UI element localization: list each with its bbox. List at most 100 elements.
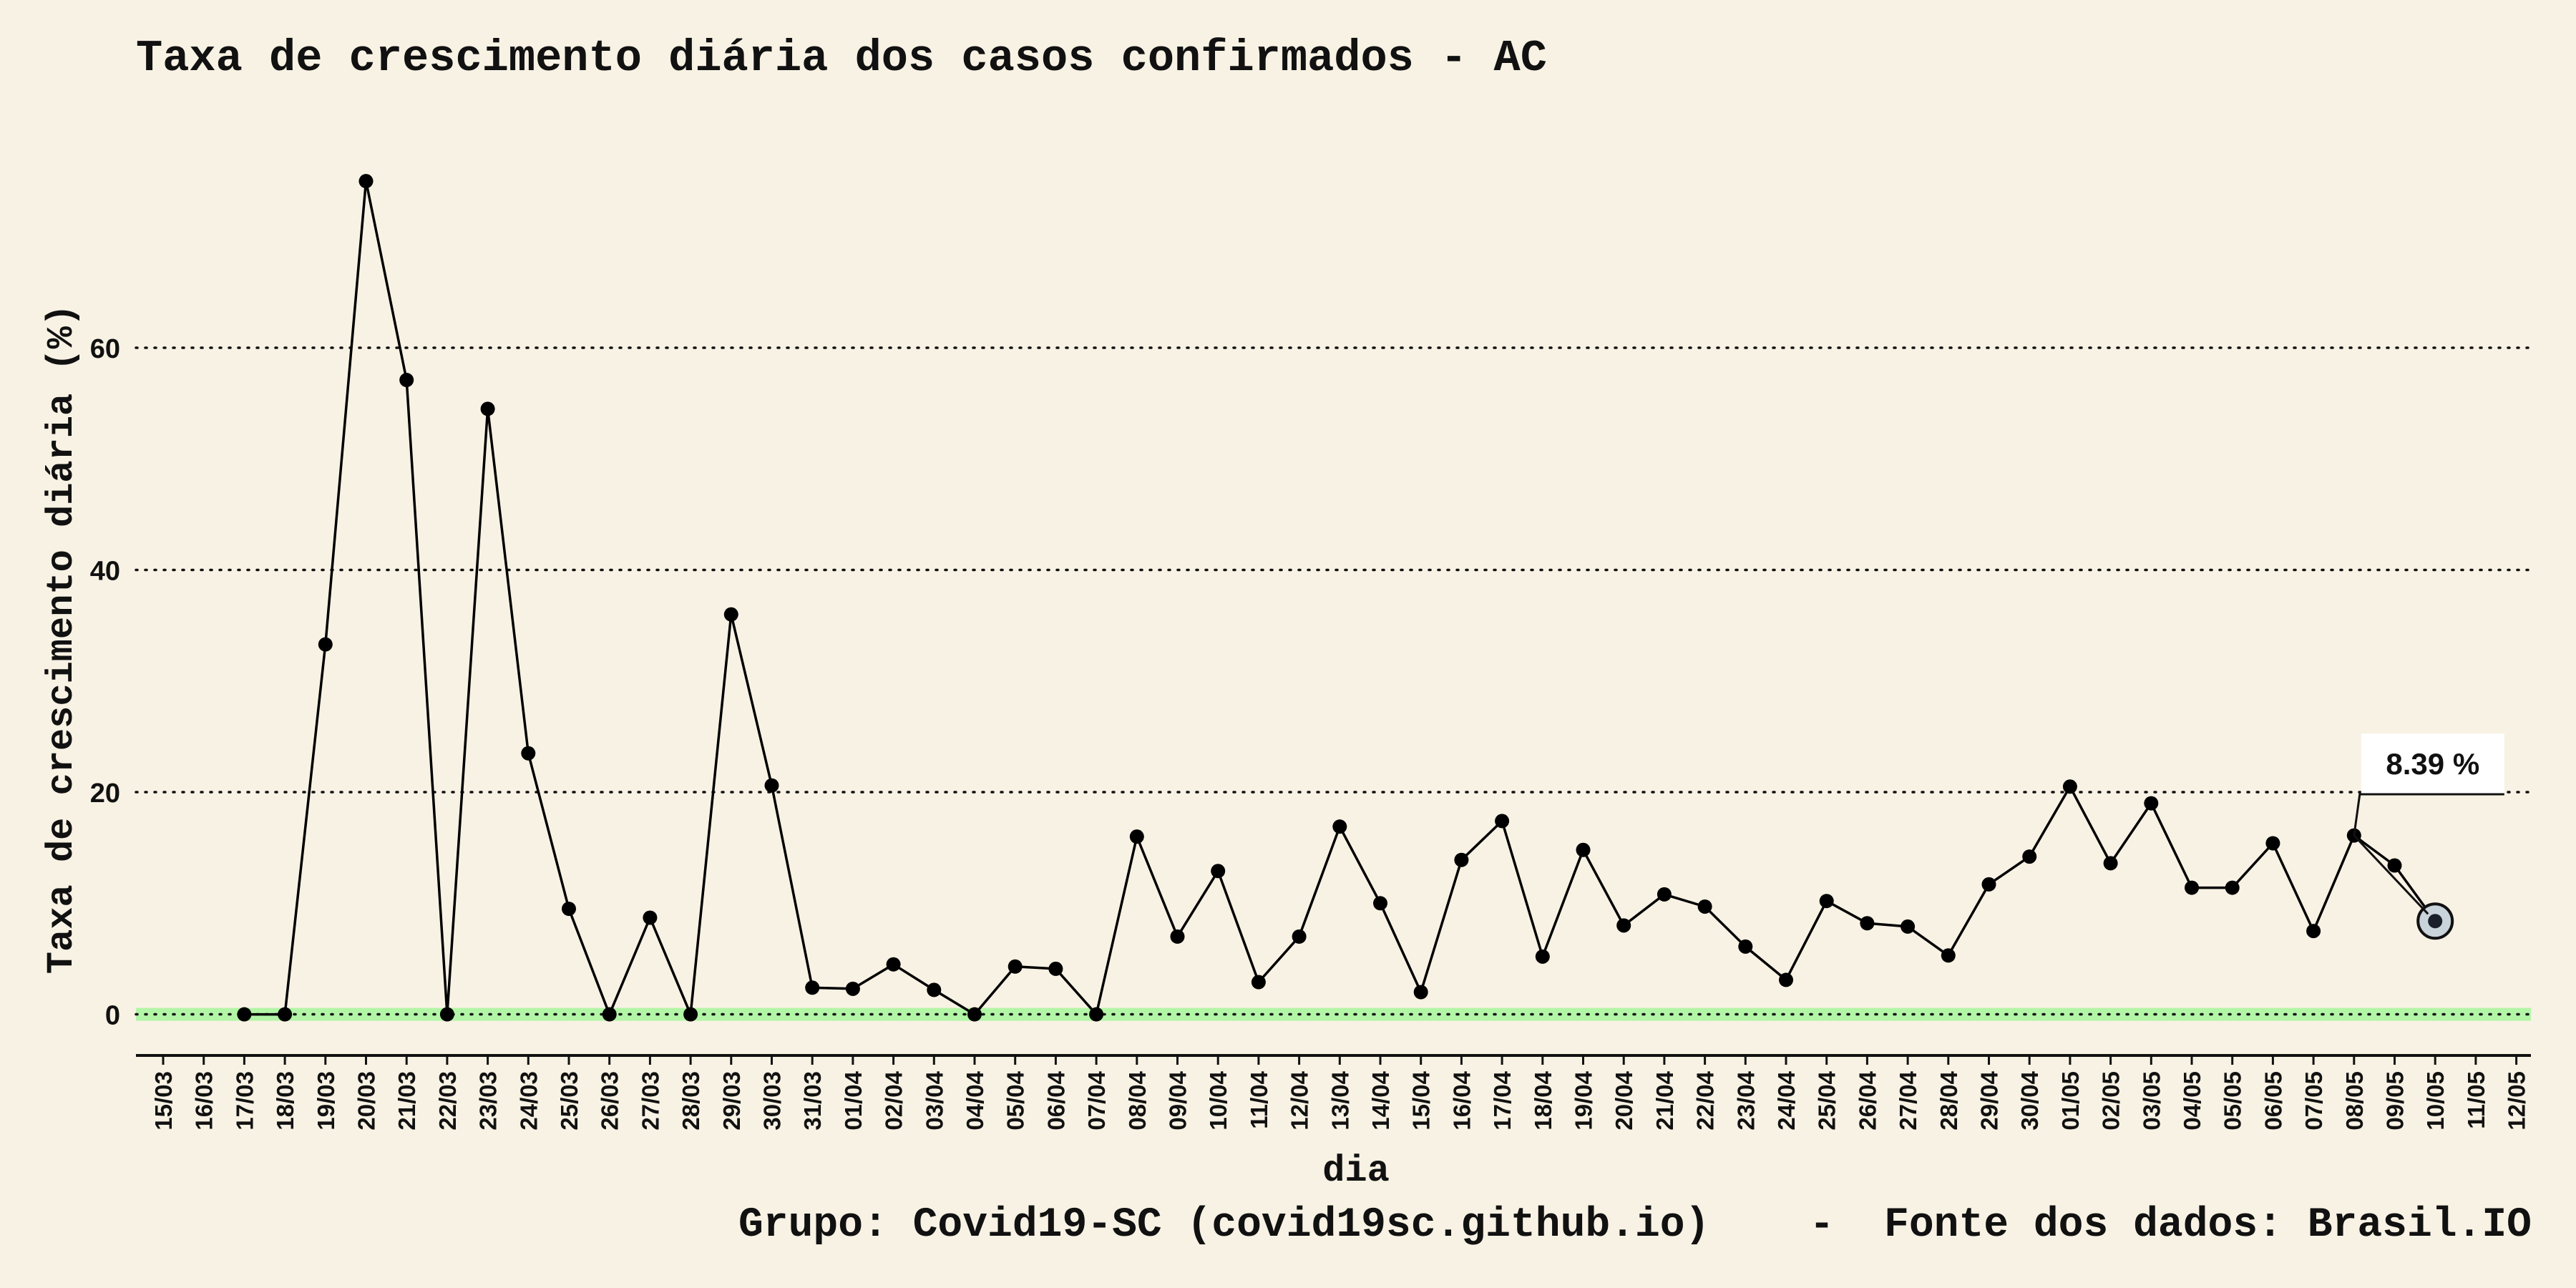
- x-tick-label: 19/03: [313, 1071, 339, 1131]
- x-tick-label: 12/05: [2504, 1071, 2530, 1131]
- x-tick-label: 21/04: [1652, 1070, 1678, 1130]
- x-tick-label: 27/03: [637, 1071, 663, 1131]
- data-point: [1170, 929, 1185, 944]
- data-point: [845, 981, 860, 996]
- x-tick-label: 15/03: [150, 1071, 177, 1131]
- x-tick-label: 17/04: [1489, 1070, 1516, 1130]
- x-tick-label: 07/04: [1083, 1070, 1110, 1130]
- data-point: [967, 1007, 982, 1022]
- data-point: [1089, 1007, 1104, 1022]
- x-tick-label: 14/04: [1367, 1070, 1394, 1130]
- data-point: [1495, 814, 1510, 829]
- data-point: [723, 607, 738, 622]
- data-point: [2265, 836, 2280, 851]
- data-point: [1901, 919, 1916, 934]
- x-tick-label: 30/03: [759, 1071, 786, 1131]
- data-point: [439, 1007, 454, 1022]
- x-tick-label: 26/03: [597, 1071, 623, 1131]
- x-tick-label: 17/03: [231, 1071, 258, 1131]
- data-point: [1129, 829, 1144, 844]
- source-caption: Grupo: Covid19-SC (covid19sc.github.io) …: [738, 1202, 2532, 1249]
- data-points: [237, 174, 2443, 1022]
- x-tick-label: 20/04: [1611, 1070, 1637, 1130]
- data-point: [318, 637, 333, 652]
- gridlines: [135, 346, 2532, 1021]
- data-point: [1819, 894, 1834, 909]
- data-point: [2225, 880, 2240, 895]
- y-tick-label: 60: [90, 334, 120, 364]
- x-tick-label: 15/04: [1408, 1070, 1435, 1130]
- data-point: [480, 401, 495, 416]
- data-point: [1657, 887, 1672, 902]
- x-tick-label: 28/03: [678, 1071, 704, 1131]
- data-point: [1332, 819, 1347, 834]
- x-tick-label: 23/04: [1732, 1070, 1759, 1130]
- y-tick-label: 0: [105, 1001, 120, 1031]
- data-point: [237, 1007, 252, 1022]
- data-point: [1981, 877, 1996, 892]
- x-tick-label: 02/04: [881, 1070, 907, 1130]
- data-point: [683, 1007, 698, 1022]
- highlight-annotation: 8.39 %: [2353, 733, 2504, 940]
- x-tick-label: 20/03: [353, 1071, 380, 1131]
- data-point: [1292, 929, 1307, 944]
- x-tick-label: 21/03: [394, 1071, 420, 1131]
- data-point: [1251, 975, 1266, 990]
- x-tick-label: 11/04: [1246, 1070, 1272, 1128]
- data-point: [1738, 939, 1753, 954]
- data-point: [927, 982, 942, 997]
- x-tick-label: 31/03: [799, 1071, 826, 1131]
- x-tick-label: 09/04: [1165, 1070, 1191, 1130]
- x-tick-label: 11/05: [2463, 1071, 2489, 1129]
- highlight-point: [2428, 914, 2443, 929]
- x-tick-label: 07/05: [2301, 1071, 2327, 1131]
- x-tick-label: 03/04: [921, 1070, 947, 1130]
- x-tick-label: 09/05: [2382, 1071, 2409, 1131]
- highlight-label-box: [2361, 733, 2504, 794]
- x-tick-label: 05/05: [2220, 1071, 2246, 1131]
- x-tick-label: 12/04: [1287, 1070, 1313, 1130]
- x-tick-label: 16/03: [191, 1071, 218, 1131]
- x-tick-label: 22/03: [434, 1071, 461, 1131]
- x-tick-label: 23/03: [475, 1071, 502, 1131]
- highlight-label: 8.39 %: [2386, 747, 2479, 781]
- data-point: [1048, 961, 1063, 976]
- x-tick-label: 06/04: [1043, 1070, 1069, 1130]
- x-tick-label: 05/04: [1002, 1070, 1029, 1130]
- x-tick-label: 26/04: [1854, 1070, 1880, 1130]
- data-point: [358, 174, 374, 189]
- x-tick-label: 08/04: [1124, 1070, 1151, 1130]
- data-point: [764, 778, 779, 793]
- data-point: [1860, 916, 1875, 931]
- data-point: [2387, 858, 2402, 873]
- x-tick-label: 10/04: [1205, 1070, 1231, 1130]
- x-tick-label: 25/03: [556, 1071, 582, 1131]
- x-tick-label: 18/04: [1530, 1070, 1556, 1130]
- data-point: [602, 1007, 617, 1022]
- zero-reference-band: [136, 1008, 2531, 1021]
- x-tick-label: 25/04: [1814, 1070, 1840, 1130]
- data-point: [2022, 849, 2037, 864]
- data-point: [886, 957, 901, 972]
- data-point: [562, 902, 576, 917]
- data-point: [1616, 918, 1631, 933]
- x-tick-label: 16/04: [1448, 1070, 1475, 1130]
- data-point: [278, 1007, 293, 1022]
- x-tick-label: 30/04: [2016, 1070, 2043, 1130]
- x-tick-label: 22/04: [1692, 1070, 1719, 1130]
- x-tick-label: 24/03: [515, 1071, 542, 1131]
- data-point: [2062, 779, 2077, 794]
- data-point: [805, 980, 820, 995]
- data-point: [1779, 972, 1793, 987]
- x-tick-label: 29/04: [1976, 1070, 2003, 1130]
- data-point: [2185, 880, 2199, 895]
- x-tick-label: 27/04: [1895, 1070, 1921, 1130]
- x-tick-label: 08/05: [2341, 1071, 2368, 1131]
- y-axis-label: Taxa de crescimento diária (%): [41, 304, 83, 974]
- x-tick-label: 28/04: [1936, 1070, 1962, 1130]
- x-tick-label: 04/05: [2179, 1071, 2205, 1131]
- x-tick-label: 24/04: [1773, 1070, 1800, 1130]
- data-point: [1697, 899, 1712, 914]
